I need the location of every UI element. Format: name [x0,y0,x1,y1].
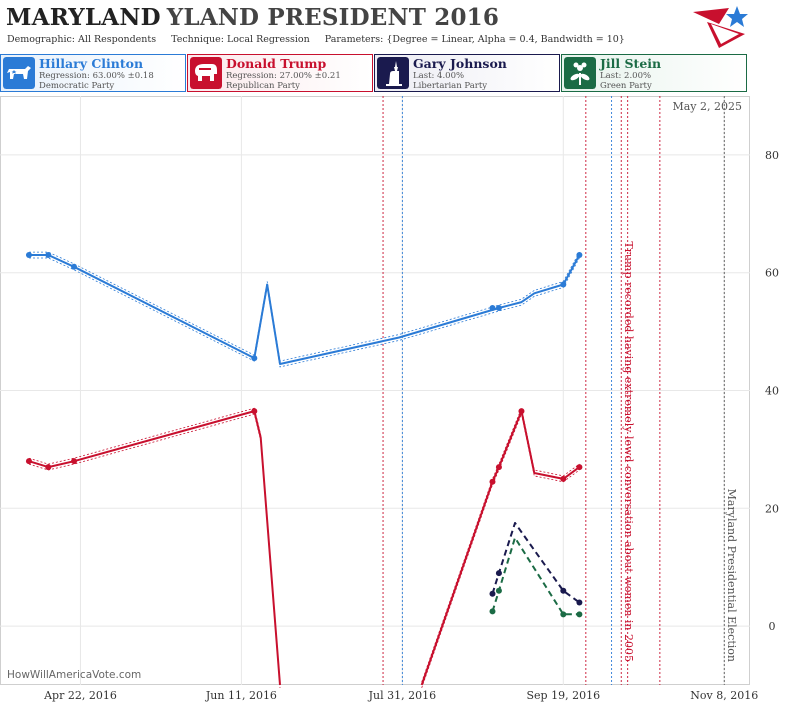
y-tick-label: 80 [765,149,779,162]
data-point [45,464,52,471]
data-point [251,355,258,362]
data-point [560,281,567,288]
flower-icon [564,57,596,89]
data-point [45,252,52,259]
data-point [495,464,502,471]
demographic-value[interactable]: All Respondents [78,34,157,45]
y-tick-label: 0 [769,620,776,633]
parameters-value[interactable]: {Degree = Linear, Alpha = 0.4, Bandwidth… [386,34,625,45]
series-line [491,536,580,616]
data-point [576,611,583,618]
annotation-label: Maryland Presidential Election [725,489,738,662]
demographic-label: Demographic: [7,34,76,45]
candidate-stat: Regression: 63.00% ±0.18 [39,71,154,81]
series-line [28,410,281,686]
candidate-card-clinton[interactable]: Hillary Clinton Regression: 63.00% ±0.18… [0,54,186,92]
event-lines: Trump recorded having extremely lewd con… [382,96,738,685]
candidate-card-stein[interactable]: Jill Stein Last: 2.00% Green Party [561,54,747,92]
candidate-name: Donald Trump [226,56,327,71]
donkey-icon [3,57,35,89]
technique-label: Technique: [171,34,224,45]
candidate-party: Republican Party [226,81,300,91]
x-tick-label: Jun 11, 2016 [205,689,277,702]
elephant-icon [190,57,222,89]
date-stamp: May 2, 2025 [672,100,742,113]
data-point [518,408,525,415]
candidate-card-trump[interactable]: Donald Trump Regression: 27.00% ±0.21 Re… [187,54,373,92]
candidate-name: Jill Stein [600,56,662,71]
x-tick-label: Apr 22, 2016 [43,689,117,702]
candidate-party: Green Party [600,81,652,91]
confidence-band [28,407,281,683]
data-point [25,252,32,259]
data-point [495,305,502,312]
candidate-stat: Regression: 27.00% ±0.21 [226,71,341,81]
x-tick-label: Sep 19, 2016 [527,689,601,702]
parameters-row: Demographic: All Respondents Technique: … [7,34,625,45]
axis-labels: 0 20 40 60 80 Apr 22, 2016 Jun 11, 2016 Jul 31,… [43,149,779,702]
x-tick-label: Nov 8, 2016 [690,689,758,702]
y-tick-label: 20 [765,502,779,515]
data-point [71,458,78,465]
data-point [560,611,567,618]
data-point [495,587,502,594]
candidate-stat: Last: 4.00% [413,71,465,81]
candidate-card-johnson[interactable]: Gary Johnson Last: 4.00% Libertarian Par… [374,54,560,92]
technique-value[interactable]: Local Regression [227,34,310,45]
grid-lines [0,96,750,685]
candidate-stat: Last: 2.00% [600,71,652,81]
data-point [560,587,567,594]
parameters-label: Parameters: [324,34,384,45]
candidate-name: Hillary Clinton [39,56,144,71]
candidate-party: Libertarian Party [413,81,488,91]
y-tick-label: 40 [765,385,779,398]
chart-plot-area: Trump recorded having extremely lewd con… [0,96,779,702]
annotation-label: Trump recorded having extremely lewd con… [622,241,635,662]
candidate-name: Gary Johnson [413,56,507,71]
data-point [489,590,496,597]
data-point [576,464,583,471]
liberty-statue-icon [377,57,409,89]
data-point [576,599,583,606]
title-rest: YLAND PRESIDENT 2016 [166,4,500,31]
series-line [491,522,580,604]
y-tick-label: 60 [765,267,779,280]
series-lines [25,251,583,689]
chart-title: MARYLAND YLAND PRESIDENT 2016 [6,4,499,32]
data-point [25,458,32,465]
data-point [560,475,567,482]
site-logo-icon[interactable] [689,4,751,50]
data-point [251,408,258,415]
data-point [489,478,496,485]
confidence-band [28,413,281,688]
data-point [576,252,583,259]
data-point [495,570,502,577]
watermark: HowWillAmericaVote.com [7,669,141,681]
series-line [29,254,581,365]
candidate-party: Democratic Party [39,81,115,91]
data-point [489,608,496,615]
data-point [71,263,78,270]
data-point [489,305,496,312]
x-tick-label: Jul 31, 2016 [368,689,437,702]
title-state: MARYLAND [6,4,161,31]
